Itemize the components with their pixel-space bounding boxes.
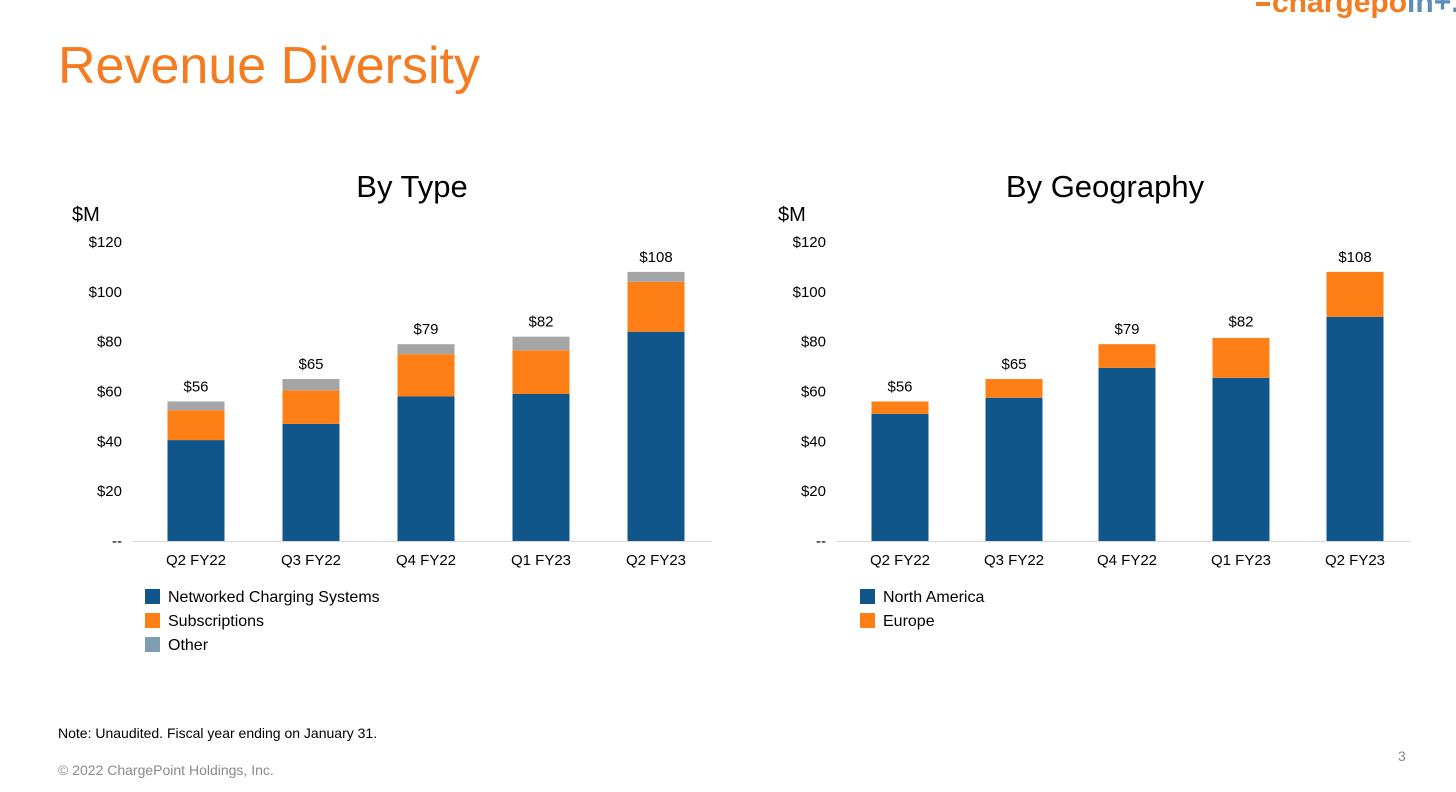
bar-segment <box>871 413 929 541</box>
bar-segment <box>1212 377 1270 541</box>
bar-stack <box>627 271 685 541</box>
bar-segment <box>871 401 929 414</box>
bar-segment <box>397 396 455 541</box>
bar-segment <box>627 331 685 541</box>
x-tick-label: Q3 FY22 <box>984 552 1044 569</box>
chargepoint-logo: chargepoin+. <box>1256 0 1456 20</box>
bar-stack <box>512 336 570 541</box>
bar-segment <box>167 401 225 411</box>
total-data-label: $82 <box>1228 314 1253 331</box>
bar-segment <box>627 281 685 332</box>
bar-segment <box>627 271 685 282</box>
x-tick-label: Q4 FY22 <box>396 552 456 569</box>
y-axis-unit-label: $M <box>72 204 100 226</box>
bar-segment <box>167 410 225 441</box>
bar-segment <box>985 397 1043 541</box>
total-data-label: $108 <box>639 249 672 266</box>
y-tick-label: $20 <box>801 483 826 500</box>
total-data-label: $56 <box>183 378 208 395</box>
legend-swatch <box>145 589 160 604</box>
bar-segment <box>282 390 340 424</box>
bar-segment <box>167 440 225 541</box>
legend-swatch <box>145 613 160 628</box>
chart-by-geography: By Geography $M -- $20 $40 $60 $80 $100 $120 $56 Q… <box>778 169 1410 630</box>
chart-title: By Type <box>356 169 467 204</box>
x-tick-label: Q3 FY22 <box>281 552 341 569</box>
bar-segment <box>1212 337 1270 378</box>
bar-segment <box>1098 344 1156 368</box>
logo-dash-icon <box>1256 2 1270 7</box>
logo-text-a: chargepo <box>1272 0 1408 19</box>
y-tick-label: $120 <box>793 234 826 251</box>
bar-segment <box>1326 316 1384 541</box>
bar-stack <box>1212 337 1270 541</box>
chart-title: By Geography <box>1006 169 1205 204</box>
bar-stack <box>167 401 225 541</box>
legend-swatch <box>860 613 875 628</box>
legend-label: Networked Charging Systems <box>168 589 380 606</box>
page-number: 3 <box>1398 748 1406 764</box>
total-data-label: $82 <box>528 314 553 331</box>
total-data-label: $108 <box>1338 249 1371 266</box>
logo-text-b: in+. <box>1407 0 1456 19</box>
x-tick-label: Q1 FY23 <box>511 552 571 569</box>
y-tick-label: $100 <box>793 284 826 301</box>
bar-stack <box>1326 271 1384 541</box>
legend-swatch <box>860 589 875 604</box>
y-tick-label: $120 <box>89 234 122 251</box>
copyright-footer: © 2022 ChargePoint Holdings, Inc. <box>58 762 274 778</box>
total-data-label: $79 <box>413 321 438 338</box>
total-data-label: $65 <box>1001 356 1026 373</box>
page-title: Revenue Diversity <box>58 37 480 95</box>
y-tick-label: $80 <box>801 334 826 351</box>
y-tick-label: $60 <box>801 384 826 401</box>
x-tick-label: Q2 FY22 <box>870 552 930 569</box>
chart-by-type: By Type $M -- $20 $40 $60 $80 $100 $120 $56 Q2 FY2… <box>72 169 712 654</box>
y-tick-label: -- <box>816 533 826 550</box>
bar-segment <box>1098 367 1156 541</box>
legend-label: Europe <box>883 613 935 630</box>
total-data-label: $79 <box>1114 321 1139 338</box>
total-data-label: $65 <box>298 356 323 373</box>
y-tick-label: $60 <box>97 384 122 401</box>
total-data-label: $56 <box>887 378 912 395</box>
y-axis-unit-label: $M <box>778 204 806 226</box>
y-tick-label: $80 <box>97 334 122 351</box>
y-tick-label: $40 <box>801 433 826 450</box>
bar-stack <box>871 401 929 541</box>
x-tick-label: Q1 FY23 <box>1211 552 1271 569</box>
legend-label: North America <box>883 589 984 606</box>
y-tick-label: $20 <box>97 483 122 500</box>
y-tick-label: -- <box>112 533 122 550</box>
bar-segment <box>282 423 340 541</box>
y-tick-label: $100 <box>89 284 122 301</box>
bar-segment <box>512 350 570 394</box>
legend-label: Other <box>168 637 209 654</box>
bar-stack <box>282 379 340 541</box>
x-tick-label: Q2 FY22 <box>166 552 226 569</box>
x-tick-label: Q4 FY22 <box>1097 552 1157 569</box>
bar-segment <box>512 393 570 541</box>
bar-segment <box>985 379 1043 398</box>
x-tick-label: Q2 FY23 <box>1325 552 1385 569</box>
bar-segment <box>282 379 340 391</box>
footnote: Note: Unaudited. Fiscal year ending on J… <box>58 725 378 741</box>
bar-stack <box>985 379 1043 541</box>
bar-stack <box>397 344 455 541</box>
bar-segment <box>397 344 455 355</box>
bar-segment <box>1326 271 1384 317</box>
bar-segment <box>512 336 570 351</box>
legend-label: Subscriptions <box>168 613 264 630</box>
y-tick-label: $40 <box>97 433 122 450</box>
legend-swatch <box>145 637 160 652</box>
x-tick-label: Q2 FY23 <box>626 552 686 569</box>
bar-stack <box>1098 344 1156 541</box>
bar-segment <box>397 354 455 397</box>
